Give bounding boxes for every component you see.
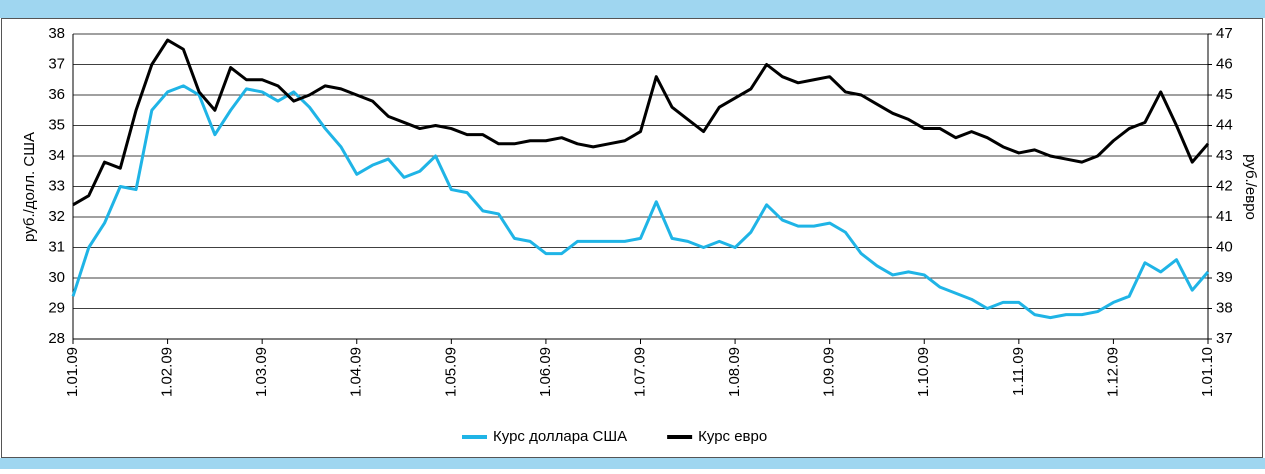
y-tick-label: 33	[48, 177, 65, 194]
top-band	[0, 0, 1265, 18]
y2-axis-label: руб./евро	[1242, 154, 1259, 220]
x-tick-label: 1.02.09	[159, 347, 176, 397]
y2-tick-label: 43	[1216, 147, 1233, 164]
x-tick-label: 1.09.09	[821, 347, 838, 397]
x-tick-label: 1.11.09	[1010, 347, 1027, 396]
series-line	[72, 38, 1210, 207]
y2-tick-label: 46	[1216, 55, 1233, 72]
y2-tick-label: 37	[1216, 330, 1233, 347]
x-tick-label: 1.12.09	[1104, 347, 1121, 397]
series-line	[71, 84, 1210, 320]
y-tick-label: 28	[48, 330, 65, 347]
y-axis-label: руб./долл. США	[21, 132, 38, 242]
x-tick-label: 1.05.09	[442, 347, 459, 397]
y2-tick-label: 44	[1216, 116, 1233, 133]
frame	[1, 18, 1263, 458]
x-tick-label: 1.01.09	[64, 347, 81, 397]
y-tick-label: 31	[48, 238, 65, 255]
y-tick-label: 36	[48, 86, 65, 103]
y2-tick-label: 47	[1216, 25, 1233, 42]
legend-label: Курс доллара США	[493, 428, 627, 445]
bottom-band	[0, 458, 1265, 469]
y2-tick-label: 45	[1216, 86, 1233, 103]
y2-tick-label: 39	[1216, 269, 1233, 286]
legend-label: Курс евро	[698, 428, 767, 445]
y-tick-label: 37	[48, 55, 65, 72]
x-tick-label: 1.06.09	[537, 347, 554, 397]
x-tick-label: 1.03.09	[253, 347, 270, 397]
x-tick-label: 1.08.09	[726, 347, 743, 397]
y-tick-label: 29	[48, 299, 65, 316]
x-tick-label: 1.01.10	[1199, 347, 1216, 397]
x-tick-label: 1.10.09	[915, 347, 932, 397]
y-tick-label: 38	[48, 25, 65, 42]
y2-tick-label: 41	[1216, 208, 1233, 225]
y-tick-label: 32	[48, 208, 65, 225]
y-tick-label: 34	[48, 147, 65, 164]
x-tick-label: 1.07.09	[631, 347, 648, 397]
y2-tick-label: 40	[1216, 238, 1233, 255]
y2-tick-label: 42	[1216, 177, 1233, 194]
y-tick-label: 35	[48, 116, 65, 133]
y2-tick-label: 38	[1216, 299, 1233, 316]
x-tick-label: 1.04.09	[348, 347, 365, 397]
y-tick-label: 30	[48, 269, 65, 286]
